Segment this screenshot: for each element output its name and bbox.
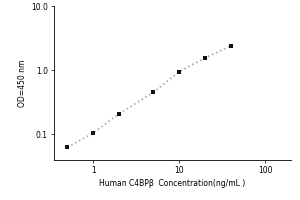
Point xyxy=(91,131,96,135)
Y-axis label: OD=450 nm: OD=450 nm xyxy=(18,59,27,107)
X-axis label: Human C4BPβ  Concentration(ng/mL ): Human C4BPβ Concentration(ng/mL ) xyxy=(99,179,246,188)
Point xyxy=(229,44,233,47)
Point xyxy=(151,91,156,94)
Point xyxy=(117,112,122,115)
Point xyxy=(65,146,70,149)
Point xyxy=(202,56,207,60)
Point xyxy=(177,70,182,73)
